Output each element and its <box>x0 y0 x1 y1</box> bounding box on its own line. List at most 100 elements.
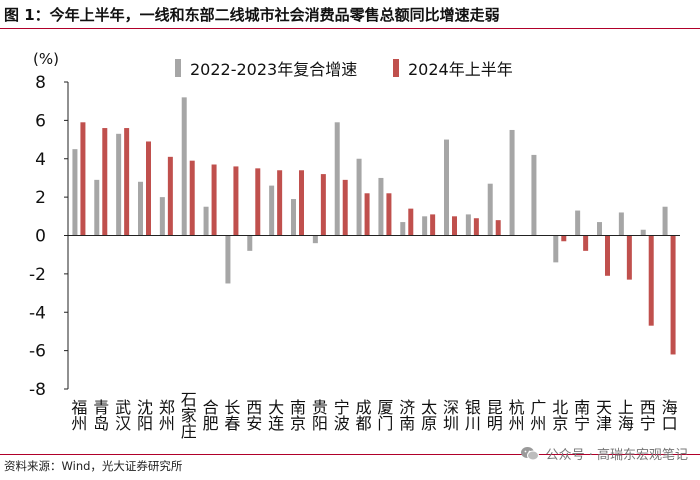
bar-red-9 <box>277 170 283 236</box>
bar-red-11 <box>320 174 326 236</box>
bar-gray-23 <box>575 210 581 236</box>
bar-gray-27 <box>662 206 668 236</box>
wechat-icon <box>520 446 539 460</box>
bar-red-10 <box>299 170 304 236</box>
x-category-label: 厦门 <box>377 398 393 433</box>
x-category-label: 南京 <box>290 398 306 433</box>
title-bar: 图 1：今年上半年，一线和东部二线城市社会消费品零售总额同比增速走弱 <box>0 0 700 29</box>
legend-gray-swatch <box>175 59 181 77</box>
bar-gray-0 <box>72 149 78 236</box>
x-category-label: 天津 <box>596 398 612 433</box>
bar-gray-10 <box>291 199 296 236</box>
bar-gray-13 <box>356 158 362 236</box>
x-category-label: 贵阳 <box>312 398 328 433</box>
bar-gray-18 <box>465 214 471 236</box>
bar-gray-26 <box>640 229 646 236</box>
bar-gray-12 <box>334 122 340 236</box>
x-category-label: 南宁 <box>574 398 590 433</box>
y-tick-label: -2 <box>29 265 46 285</box>
bar-red-4 <box>167 156 173 236</box>
bar-gray-3 <box>138 181 143 236</box>
legend-red-swatch <box>393 59 399 77</box>
bar-gray-14 <box>378 177 384 236</box>
bar-red-2 <box>124 128 130 236</box>
bar-red-25 <box>626 235 632 280</box>
y-tick-label: 4 <box>35 150 46 170</box>
y-unit-label: (%) <box>33 50 59 68</box>
x-category-label: 长春 <box>224 398 240 433</box>
x-category-label: 广州 <box>530 398 546 433</box>
x-category-label: 沈阳 <box>137 398 153 433</box>
y-tick-label: 6 <box>35 111 46 131</box>
x-category-label: 深圳 <box>443 398 459 433</box>
bar-red-14 <box>386 193 392 236</box>
watermark: 公众号 · 高瑞东宏观笔记 <box>520 444 688 463</box>
bar-gray-21 <box>531 154 537 236</box>
bar-red-17 <box>452 216 457 236</box>
x-category-label: 杭州 <box>509 398 525 433</box>
bar-red-6 <box>211 164 217 236</box>
bar-gray-16 <box>422 216 428 236</box>
bar-gray-2 <box>116 133 122 236</box>
y-tick-label: -4 <box>29 303 46 323</box>
x-category-label: 青岛 <box>93 398 109 433</box>
bar-gray-24 <box>597 222 602 236</box>
x-category-label: 石家庄 <box>181 390 197 440</box>
watermark-text: 公众号 · 高瑞东宏观笔记 <box>545 448 688 463</box>
bar-gray-20 <box>509 129 515 236</box>
bar-red-5 <box>189 160 195 236</box>
bar-gray-1 <box>94 179 100 236</box>
x-category-label: 宁波 <box>334 398 350 433</box>
bar-gray-22 <box>553 235 559 263</box>
x-category-label: 西宁 <box>640 398 656 433</box>
bar-red-18 <box>473 218 479 236</box>
x-category-label: 西安 <box>246 398 262 433</box>
bar-red-12 <box>342 179 348 236</box>
bar-red-23 <box>583 235 589 251</box>
bar-red-3 <box>146 141 151 236</box>
x-category-label: 上海 <box>618 398 634 433</box>
bar-red-13 <box>364 193 370 236</box>
x-category-label: 福州 <box>71 398 87 433</box>
source-note: 资料来源：Wind，光大证券研究所 <box>4 459 183 473</box>
bar-gray-9 <box>269 185 275 236</box>
bar-red-19 <box>495 220 501 236</box>
footer-rule <box>0 454 700 455</box>
bar-red-24 <box>605 235 610 276</box>
bar-gray-8 <box>247 235 253 251</box>
x-category-label: 武汉 <box>115 398 131 433</box>
bar-red-26 <box>648 235 654 326</box>
legend-gray-label: 2022-2023年复合增速 <box>190 60 357 79</box>
bar-gray-4 <box>159 197 165 236</box>
bar-gray-6 <box>203 206 209 236</box>
bar-gray-17 <box>444 139 449 236</box>
x-category-label: 银川 <box>465 398 481 433</box>
x-category-label: 合肥 <box>203 398 219 433</box>
bar-gray-7 <box>225 235 231 284</box>
bar-red-7 <box>233 166 239 236</box>
x-category-label: 太原 <box>421 398 437 433</box>
y-tick-label: -8 <box>29 380 46 400</box>
bar-gray-19 <box>487 183 493 236</box>
x-category-label: 成都 <box>356 398 372 433</box>
bar-red-1 <box>102 128 108 236</box>
x-category-label: 昆明 <box>487 398 503 433</box>
bar-red-8 <box>255 168 261 236</box>
legend-red-label: 2024年上半年 <box>408 60 513 79</box>
y-tick-label: -6 <box>29 342 46 362</box>
bar-chart: (%) 8 6 4 2 0 -2 -4 -6 -8 福州青岛武汉沈阳郑州石家庄合肥长春西安大连南京贵… <box>29 50 680 440</box>
bar-red-22 <box>561 235 567 242</box>
bar-red-15 <box>408 208 414 236</box>
bar-red-16 <box>430 214 436 236</box>
x-category-label: 济南 <box>399 398 415 433</box>
chart-title: 图 1：今年上半年，一线和东部二线城市社会消费品零售总额同比增速走弱 <box>4 6 500 24</box>
bar-red-0 <box>80 122 86 236</box>
y-tick-label: 2 <box>35 188 46 208</box>
x-category-label: 大连 <box>268 398 284 433</box>
y-tick-label: 0 <box>35 227 46 247</box>
x-category-label: 郑州 <box>159 398 175 433</box>
bar-gray-15 <box>400 222 406 236</box>
bar-gray-11 <box>312 235 318 244</box>
x-category-label: 海口 <box>662 398 678 433</box>
bar-red-27 <box>670 235 676 355</box>
